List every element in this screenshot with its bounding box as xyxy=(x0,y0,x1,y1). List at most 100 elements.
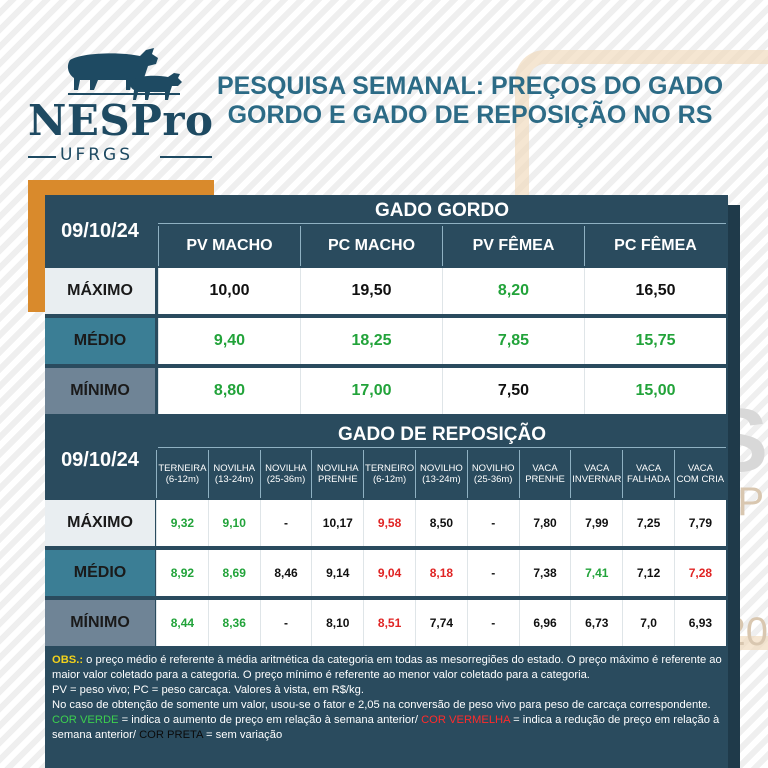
reposicao-col-header: NOVILHO (13-24m) xyxy=(415,450,467,498)
reposicao-value-cell: 6,93 xyxy=(674,600,726,646)
cattle-logo-icon xyxy=(67,48,182,100)
reposicao-col-header-line: NOVILHA xyxy=(265,463,307,474)
reposicao-col-header-line: VACA xyxy=(532,463,558,474)
reposicao-col-header-line: VACA xyxy=(687,463,713,474)
reposicao-value-cell: 7,12 xyxy=(622,550,674,596)
reposicao-value-cell: 7,74 xyxy=(415,600,467,646)
reposicao-value-cell: 7,38 xyxy=(518,550,571,596)
reposicao-row-label: MÉDIO xyxy=(45,550,155,596)
reposicao-col-header-line: (25-36m) xyxy=(266,474,306,485)
reposicao-value-cell: 7,28 xyxy=(674,550,726,596)
reposicao-value-cell: 8,69 xyxy=(207,550,260,596)
reposicao-col-header: VACA COM CRIA xyxy=(674,450,726,498)
gordo-row-label: MÍNIMO xyxy=(45,368,155,414)
reposicao-col-header: NOVILHA PRENHE xyxy=(311,450,364,498)
page-title: PESQUISA SEMANAL: PREÇOS DO GADO GORDO E… xyxy=(216,72,724,129)
gordo-col-header: PV MACHO xyxy=(158,226,300,266)
reposicao-col-header-line: PRENHE xyxy=(317,474,358,485)
gordo-value-cell: 8,80 xyxy=(158,368,300,414)
observations-note: OBS.: o preço médio é referente à média … xyxy=(52,653,722,743)
gordo-value-cell: 8,20 xyxy=(442,268,584,314)
reposicao-value-cell: 8,44 xyxy=(156,600,208,646)
reposicao-col-header-line: (6-12m) xyxy=(165,474,200,485)
gordo-value-cell: 19,50 xyxy=(300,268,442,314)
reposicao-value-cell: 8,51 xyxy=(363,600,415,646)
obs-line-2: PV = peso vivo; PC = peso carcaça. Valor… xyxy=(52,684,364,696)
reposicao-col-header-line: INVERNAR xyxy=(572,474,622,485)
obs-line-3: No caso de obtenção de somente um valor,… xyxy=(52,699,711,711)
reposicao-value-cell: 7,99 xyxy=(570,500,623,546)
reposicao-value-cell: 7,0 xyxy=(622,600,674,646)
reposicao-col-header-line: (13-24m) xyxy=(214,474,254,485)
gordo-col-header: PV FÊMEA xyxy=(442,226,584,266)
logo-title: NESPro xyxy=(28,96,214,145)
reposicao-col-header: VACA INVERNAR xyxy=(570,450,623,498)
panel-shadow xyxy=(728,205,740,768)
reposicao-col-header: VACA PRENHE xyxy=(518,450,571,498)
reposicao-value-cell: 7,25 xyxy=(622,500,674,546)
reposicao-col-header-line: NOVILHO xyxy=(420,463,463,474)
legend-green-text: = indica o aumento de preço em relação à… xyxy=(118,714,422,726)
gordo-row-label: MÁXIMO xyxy=(45,268,155,314)
gordo-value-cell: 17,00 xyxy=(300,368,442,414)
gordo-value-cell: 9,40 xyxy=(158,318,300,364)
reposicao-col-header-line: TERNEIRO xyxy=(365,463,415,474)
reposicao-value-cell: 7,79 xyxy=(674,500,726,546)
reposicao-value-cell: 7,80 xyxy=(518,500,571,546)
logo-rule-right xyxy=(160,156,212,158)
obs-line-1: o preço médio é referente à média aritmé… xyxy=(52,654,722,681)
reposicao-value-cell: 6,96 xyxy=(518,600,571,646)
obs-label: OBS.: xyxy=(52,654,84,666)
reposicao-col-header-line: TERNEIRA xyxy=(158,463,207,474)
reposicao-value-cell: 9,32 xyxy=(156,500,208,546)
reposicao-value-cell: 9,04 xyxy=(363,550,415,596)
gordo-title: GADO GORDO xyxy=(158,198,726,224)
gordo-value-cell: 16,50 xyxy=(584,268,726,314)
reposicao-value-cell: 8,50 xyxy=(415,500,467,546)
reposicao-value-cell: - xyxy=(259,500,312,546)
reposicao-value-cell: - xyxy=(466,500,519,546)
watermark-letter-p: P xyxy=(737,480,764,524)
gordo-value-cell: 15,00 xyxy=(584,368,726,414)
reposicao-col-header-line: FALHADA xyxy=(626,474,671,485)
reposicao-col-header-line: PRENHE xyxy=(525,474,565,485)
reposicao-col-header-line: VACA xyxy=(584,463,610,474)
reposicao-col-header: VACA FALHADA xyxy=(622,450,674,498)
reposicao-col-header-line: (25-36m) xyxy=(473,474,513,485)
reposicao-value-cell: 8,10 xyxy=(311,600,364,646)
legend-red-text: = indica a redução de preço em relação à… xyxy=(52,714,720,741)
reposicao-col-header-line: (13-24m) xyxy=(422,474,461,485)
reposicao-value-cell: 7,41 xyxy=(570,550,623,596)
reposicao-value-cell: - xyxy=(259,600,312,646)
reposicao-value-cell: 8,36 xyxy=(207,600,260,646)
reposicao-title: GADO DE REPOSIÇÃO xyxy=(158,422,726,448)
reposicao-value-cell: 6,73 xyxy=(570,600,623,646)
reposicao-value-cell: 8,92 xyxy=(156,550,208,596)
gordo-value-cell: 7,50 xyxy=(442,368,584,414)
reposicao-col-header: TERNEIRO (6-12m) xyxy=(363,450,415,498)
reposicao-col-header: NOVILHA (25-36m) xyxy=(259,450,312,498)
gordo-row-label: MÉDIO xyxy=(45,318,155,364)
legend-black-text: = sem variação xyxy=(202,729,283,741)
gordo-value-cell: 7,85 xyxy=(442,318,584,364)
reposicao-col-header: NOVILHA (13-24m) xyxy=(207,450,260,498)
reposicao-row-label: MÍNIMO xyxy=(45,600,155,646)
gordo-col-header: PC FÊMEA xyxy=(584,226,726,266)
reposicao-col-header-line: NOVILHA xyxy=(213,463,256,474)
reposicao-value-cell: 9,10 xyxy=(207,500,260,546)
reposicao-col-header: NOVILHO (25-36m) xyxy=(466,450,519,498)
gordo-date: 09/10/24 xyxy=(61,219,139,242)
reposicao-value-cell: 8,46 xyxy=(259,550,312,596)
legend-green-label: COR VERDE xyxy=(52,714,119,726)
reposicao-value-cell: - xyxy=(466,600,519,646)
reposicao-col-header-line: (6-12m) xyxy=(372,474,407,485)
reposicao-value-cell: - xyxy=(466,550,519,596)
reposicao-col-header-line: VACA xyxy=(636,463,662,474)
gordo-value-cell: 18,25 xyxy=(300,318,442,364)
reposicao-value-cell: 9,58 xyxy=(363,500,415,546)
gordo-value-cell: 15,75 xyxy=(584,318,726,364)
reposicao-value-cell: 8,18 xyxy=(415,550,467,596)
reposicao-col-header: TERNEIRA (6-12m) xyxy=(156,450,208,498)
gordo-value-cell: 10,00 xyxy=(158,268,300,314)
legend-red-label: COR VERMELHA xyxy=(421,714,510,726)
